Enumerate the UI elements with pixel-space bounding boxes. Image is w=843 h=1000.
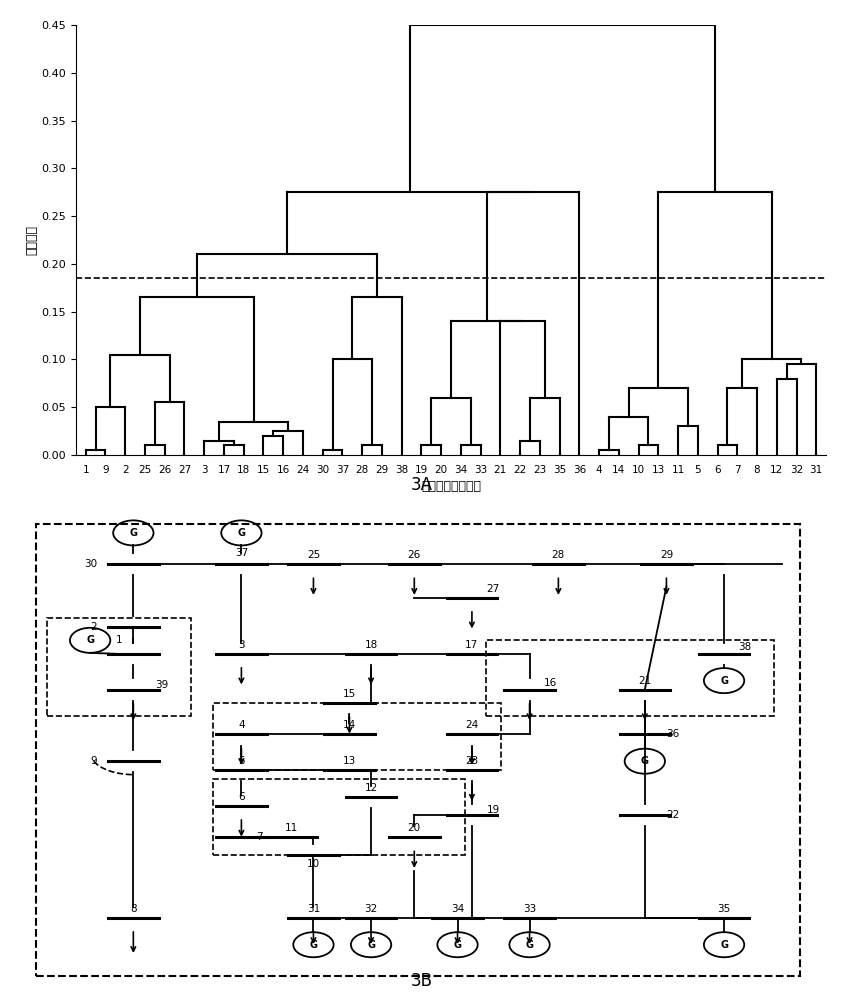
Text: 16: 16 [544,678,557,688]
Text: 35: 35 [717,904,731,914]
Text: G: G [367,940,375,950]
Text: 2: 2 [91,622,97,632]
Text: 37: 37 [235,548,248,558]
Text: 38: 38 [738,642,752,652]
X-axis label: 分区对象（节点）: 分区对象（节点） [421,480,481,493]
Text: 8: 8 [130,904,137,914]
Text: 28: 28 [552,550,565,560]
Text: 30: 30 [84,559,97,569]
Text: 3: 3 [238,640,244,650]
Text: 18: 18 [364,640,378,650]
Text: 33: 33 [523,904,536,914]
Text: 26: 26 [408,550,421,560]
Text: 34: 34 [451,904,464,914]
Text: 20: 20 [408,823,421,833]
Text: 12: 12 [364,783,378,793]
Text: 7: 7 [255,832,262,842]
Text: 17: 17 [465,640,479,650]
Text: 32: 32 [364,904,378,914]
Text: 36: 36 [667,729,679,739]
Text: 15: 15 [343,689,356,699]
Text: 4: 4 [238,720,244,730]
Text: 6: 6 [238,792,244,802]
Text: G: G [454,940,461,950]
Text: 23: 23 [465,756,479,766]
Text: 10: 10 [307,859,320,869]
Y-axis label: 合并距离: 合并距离 [25,225,39,255]
Text: 21: 21 [638,676,652,686]
Text: 3A: 3A [411,476,432,494]
Text: 39: 39 [155,680,169,690]
Text: 31: 31 [307,904,320,914]
Text: G: G [129,528,137,538]
Text: 11: 11 [285,823,298,833]
Text: G: G [238,528,245,538]
Text: 1: 1 [115,635,122,645]
Text: 9: 9 [91,756,97,766]
Text: 19: 19 [486,805,500,815]
Text: G: G [309,940,318,950]
Text: G: G [641,756,649,766]
Text: G: G [86,635,94,645]
Text: G: G [720,676,728,686]
Text: 29: 29 [660,550,673,560]
Text: G: G [720,940,728,950]
Text: 5: 5 [238,756,244,766]
Text: 24: 24 [465,720,479,730]
Text: 14: 14 [343,720,356,730]
Text: 25: 25 [307,550,320,560]
Text: 3B: 3B [411,972,432,990]
Text: 13: 13 [343,756,356,766]
Text: G: G [525,940,534,950]
Text: 27: 27 [486,584,500,594]
Text: 22: 22 [667,810,679,820]
